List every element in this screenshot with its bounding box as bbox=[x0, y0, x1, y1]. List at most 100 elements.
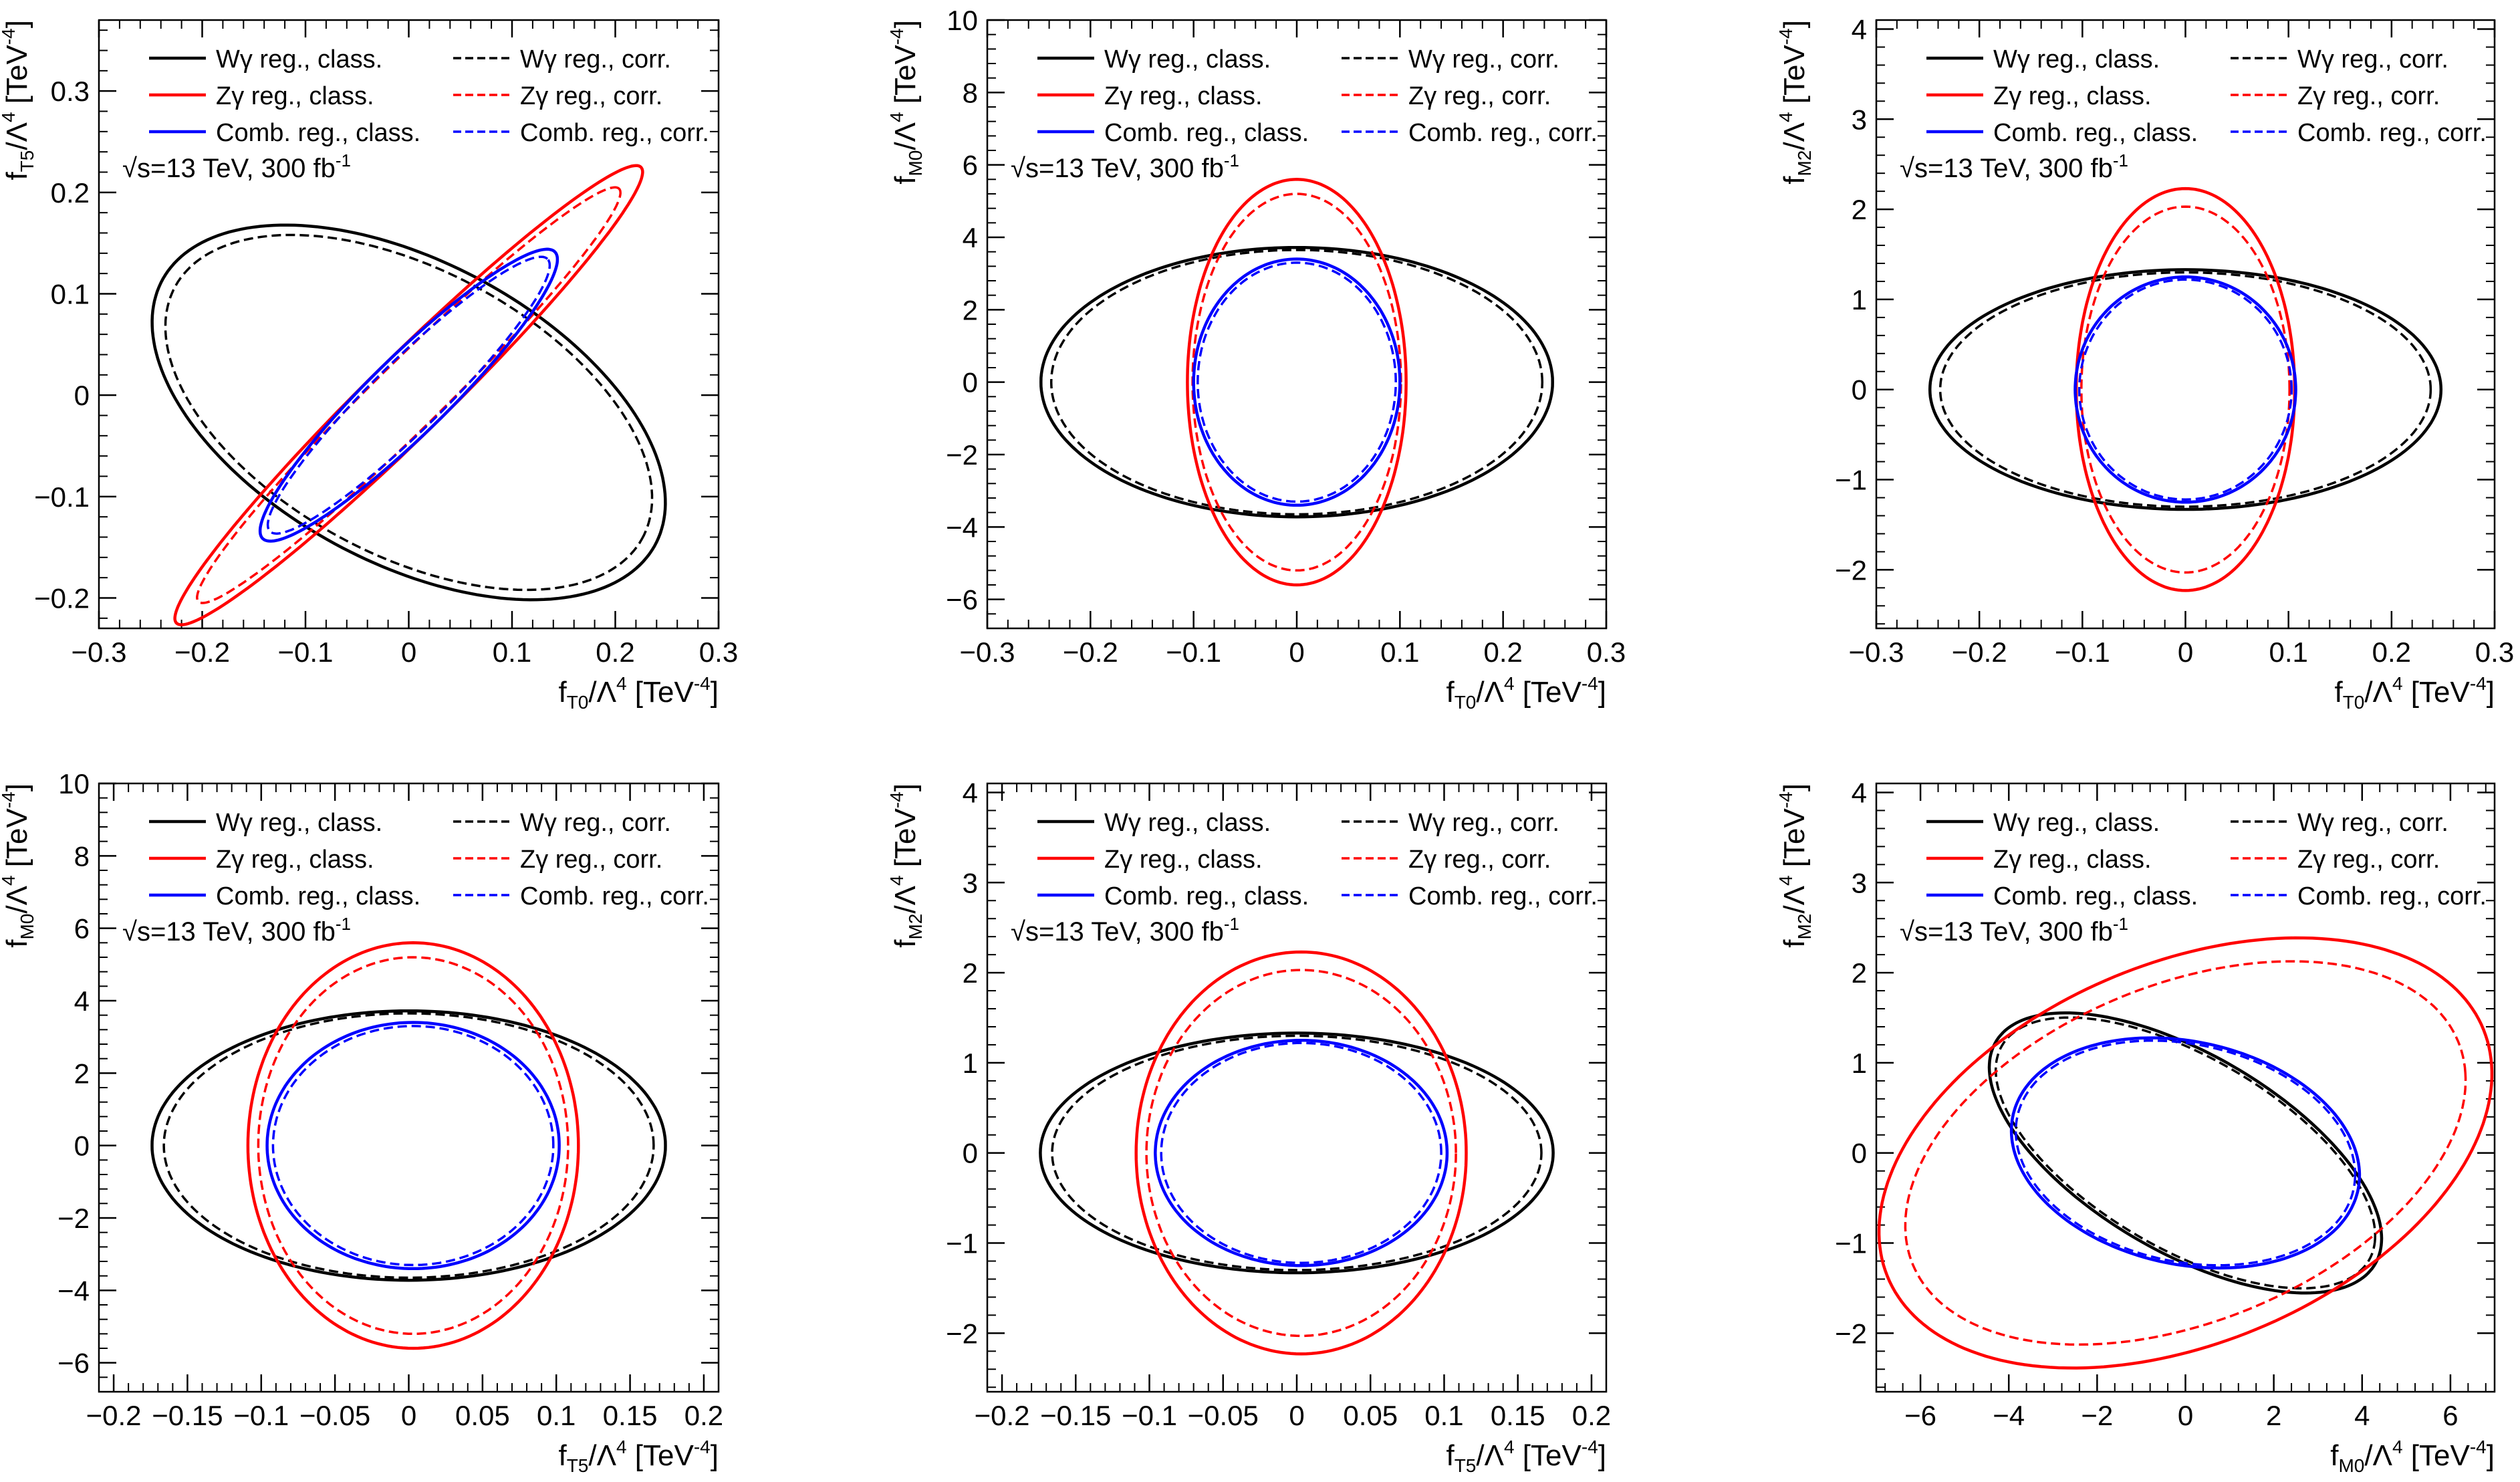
y-tick-label: −4 bbox=[57, 1275, 90, 1306]
contour-line bbox=[2077, 278, 2293, 501]
x-tick-label: −0.05 bbox=[1188, 1400, 1259, 1431]
x-tick-label: 0.15 bbox=[1491, 1400, 1545, 1431]
x-tick-label: −0.2 bbox=[975, 1400, 1030, 1431]
legend-label: Zγ reg., class. bbox=[216, 846, 374, 874]
x-tick-label: −0.15 bbox=[152, 1400, 223, 1431]
legend-label: Zγ reg., class. bbox=[1993, 846, 2152, 874]
x-tick-label: 0.1 bbox=[493, 636, 531, 668]
contour-group bbox=[1877, 936, 2494, 1370]
legend: Wγ reg., class. Wγ reg., corr. Zγ reg., cl… bbox=[1037, 45, 1598, 147]
legend-label: Zγ reg., class. bbox=[1104, 846, 1263, 874]
legend-label: Wγ reg., corr. bbox=[1408, 809, 1559, 837]
legend-label: Zγ reg., corr. bbox=[520, 82, 662, 110]
y-tick-label: 0 bbox=[74, 380, 90, 411]
x-tick-label: −0.1 bbox=[1166, 636, 1221, 668]
y-tick-label: 4 bbox=[1852, 13, 1867, 45]
x-tick-label: 0 bbox=[1289, 636, 1304, 668]
x-tick-label: −0.1 bbox=[2055, 636, 2110, 668]
contour-line bbox=[162, 1012, 655, 1279]
x-tick-label: −0.2 bbox=[86, 1400, 142, 1431]
y-tick-label: −0.1 bbox=[34, 481, 90, 513]
x-tick-label: −0.1 bbox=[278, 636, 334, 668]
legend-label: Wγ reg., corr. bbox=[520, 809, 671, 837]
y-tick-label: −0.2 bbox=[34, 583, 90, 614]
legend-label: Comb. reg., corr. bbox=[2297, 119, 2487, 147]
legend-label: Zγ reg., class. bbox=[216, 82, 374, 110]
x-tick-label: 0.05 bbox=[455, 1400, 510, 1431]
contour-line bbox=[1039, 1031, 1555, 1275]
contour-line bbox=[271, 1025, 555, 1267]
y-tick-label: −2 bbox=[946, 1318, 978, 1349]
legend-label: Comb. reg., class. bbox=[1104, 119, 1309, 147]
x-tick-label: 0.3 bbox=[699, 636, 738, 668]
contour-group bbox=[150, 941, 667, 1350]
x-tick-label: −0.15 bbox=[1040, 1400, 1111, 1431]
y-tick-label: 4 bbox=[74, 985, 90, 1017]
plot-frame bbox=[1875, 782, 2496, 1393]
contour-line bbox=[1987, 1011, 2384, 1295]
y-tick-label: 0.3 bbox=[51, 76, 90, 107]
x-tick-label: −0.3 bbox=[1849, 636, 1904, 668]
contour-line bbox=[1192, 257, 1402, 507]
x-tick-label: 4 bbox=[2354, 1400, 2370, 1431]
x-tick-label: 0.2 bbox=[1483, 636, 1522, 668]
contour-line bbox=[266, 255, 551, 535]
contour-line bbox=[150, 1009, 667, 1282]
legend-label: Wγ reg., class. bbox=[1104, 809, 1271, 837]
x-tick-label: 0 bbox=[2178, 1400, 2193, 1431]
x-tick-label: 0.15 bbox=[603, 1400, 658, 1431]
y-tick-label: −1 bbox=[1835, 465, 1867, 496]
legend: Wγ reg., class. Wγ reg., corr. Zγ reg., cl… bbox=[1037, 809, 1598, 910]
legend-label: Zγ reg., corr. bbox=[1408, 846, 1551, 874]
legend-label: Comb. reg., corr. bbox=[2297, 882, 2487, 910]
contour-line bbox=[150, 223, 667, 602]
y-tick-label: 4 bbox=[1852, 777, 1867, 808]
contour-line bbox=[2009, 1036, 2362, 1270]
y-tick-label: 0.2 bbox=[51, 177, 90, 209]
y-tick-label: −2 bbox=[1835, 554, 1867, 586]
x-tick-label: −0.2 bbox=[1952, 636, 2007, 668]
energy-label: √s=13 TeV, 300 fb-1 bbox=[1900, 914, 2128, 947]
legend-label: Comb. reg., class. bbox=[1993, 882, 2198, 910]
y-tick-label: 10 bbox=[58, 768, 90, 799]
y-tick-label: 1 bbox=[1852, 1047, 1867, 1079]
contour-line bbox=[1877, 936, 2494, 1370]
legend-label: Comb. reg., class. bbox=[216, 882, 420, 910]
contour-line bbox=[1145, 969, 1457, 1338]
contour-line bbox=[1160, 1041, 1442, 1264]
x-tick-label: −0.1 bbox=[233, 1400, 289, 1431]
y-tick-label: 0 bbox=[963, 1138, 978, 1169]
plot-frame bbox=[98, 19, 720, 630]
x-tick-label: −4 bbox=[1993, 1400, 2025, 1431]
x-tick-label: 0.2 bbox=[1572, 1400, 1611, 1431]
y-axis-title: fM2/Λ4 [TeV-4] bbox=[1775, 783, 1815, 948]
x-tick-label: −0.3 bbox=[72, 636, 127, 668]
y-axis-title: fM0/Λ4 [TeV-4] bbox=[886, 20, 926, 184]
plot-frame bbox=[98, 782, 720, 1393]
chart-panel: −0.3 −0.2 −0.1 0 0.1 0.2 0.3 −2 −1 0 1 2 3 4 fT0/Λ4 [T… bbox=[1775, 13, 2514, 713]
contour-line bbox=[265, 1021, 561, 1271]
contour-line bbox=[258, 247, 559, 543]
energy-label: √s=13 TeV, 300 fb-1 bbox=[1011, 150, 1239, 183]
legend-label: Wγ reg., corr. bbox=[2297, 45, 2448, 74]
x-axis-title: fM0/Λ4 [TeV-4] bbox=[2330, 1437, 2495, 1476]
contour-line bbox=[1928, 268, 2443, 511]
legend-label: Wγ reg., corr. bbox=[1408, 45, 1559, 74]
contour-line bbox=[1154, 1038, 1449, 1267]
legend: Wγ reg., class. Wγ reg., corr. Zγ reg., cl… bbox=[149, 809, 709, 910]
legend-label: Wγ reg., class. bbox=[216, 809, 382, 837]
x-tick-label: 0.1 bbox=[1380, 636, 1419, 668]
x-tick-label: 0.1 bbox=[537, 1400, 576, 1431]
y-tick-label: 2 bbox=[1852, 194, 1867, 225]
y-axis-title: fM0/Λ4 [TeV-4] bbox=[0, 783, 37, 948]
contour-group bbox=[1039, 178, 1554, 587]
y-tick-label: 3 bbox=[1852, 867, 1867, 898]
y-tick-label: −1 bbox=[946, 1228, 978, 1259]
legend: Wγ reg., class. Wγ reg., corr. Zγ reg., cl… bbox=[1926, 45, 2487, 147]
contour-line bbox=[1039, 245, 1554, 519]
x-tick-label: 0.3 bbox=[1587, 636, 1626, 668]
y-tick-label: 2 bbox=[963, 957, 978, 989]
legend-label: Wγ reg., class. bbox=[1993, 45, 2160, 74]
y-tick-label: 0 bbox=[74, 1130, 90, 1162]
